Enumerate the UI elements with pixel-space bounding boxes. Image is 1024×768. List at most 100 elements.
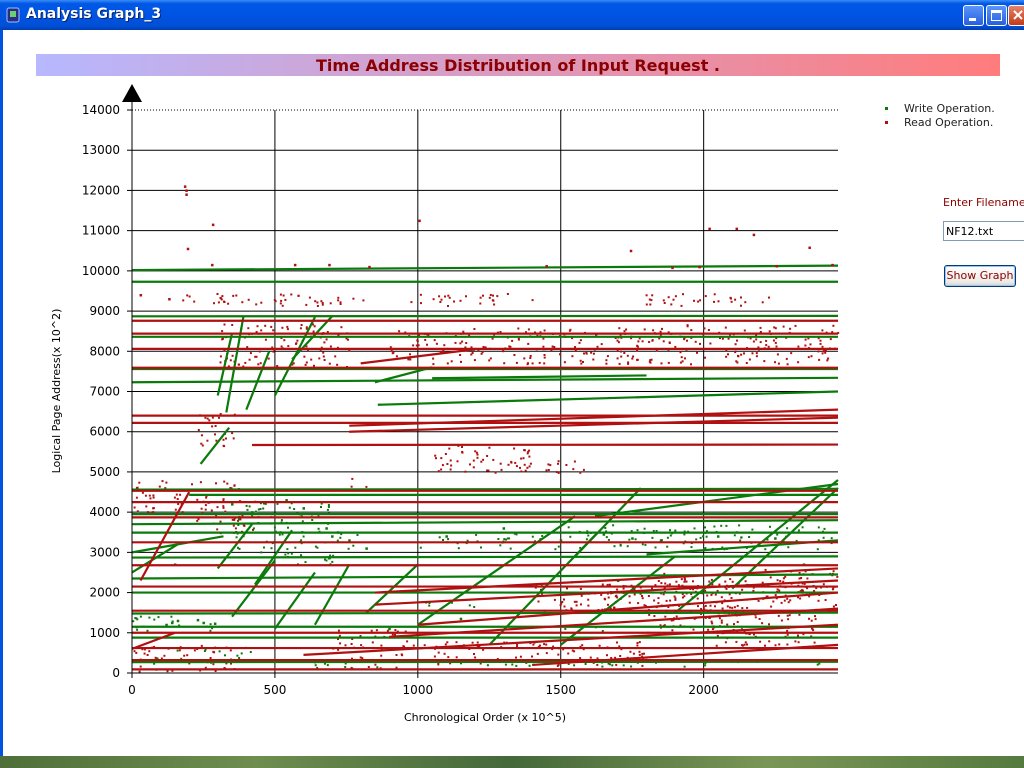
read-cluster-point [367, 666, 370, 668]
write-cluster-point [579, 546, 582, 549]
title-bar[interactable]: Analysis Graph_3 [0, 0, 1024, 30]
read-cluster-point [790, 352, 793, 355]
write-cluster-point [170, 615, 173, 618]
read-cluster-point [743, 643, 746, 646]
read-cluster-point [804, 570, 807, 573]
read-cluster-point [694, 340, 697, 343]
write-cluster-point [611, 664, 614, 667]
read-cluster-point [596, 345, 599, 348]
read-cluster-point [774, 361, 776, 364]
read-cluster-point [797, 596, 799, 599]
read-cluster-point [423, 644, 426, 647]
read-cluster-point [774, 327, 777, 330]
read-cluster-point [213, 651, 216, 654]
read-cluster-point [818, 358, 821, 361]
read-cluster-point [444, 643, 447, 646]
read-cluster-point [757, 599, 760, 602]
read-cluster-point [241, 301, 244, 304]
read-cluster-point [609, 607, 612, 610]
show-graph-button[interactable]: Show Graph [944, 265, 1016, 287]
read-cluster-point [715, 644, 718, 647]
read-cluster-point [173, 496, 176, 499]
read-cluster-point [610, 657, 613, 659]
y-tick-label: 7000 [89, 385, 120, 399]
read-cluster-point [746, 606, 749, 609]
read-cluster-point [450, 360, 453, 363]
read-cluster-point [247, 327, 250, 330]
read-point [185, 189, 188, 192]
read-cluster-point [145, 505, 148, 508]
read-cluster-point [234, 527, 237, 530]
read-cluster-point [613, 606, 615, 609]
read-cluster-point [211, 425, 214, 428]
read-cluster-point [222, 438, 225, 441]
read-cluster-point [744, 580, 747, 583]
write-cluster-point [466, 539, 469, 542]
app-icon [6, 7, 20, 23]
write-cluster-point [326, 664, 329, 667]
read-cluster-point [407, 358, 410, 361]
read-cluster-point [800, 577, 803, 579]
read-cluster-point [673, 595, 676, 598]
maximize-button[interactable] [986, 5, 1007, 26]
read-cluster-point [764, 644, 766, 647]
read-point [831, 263, 834, 267]
read-cluster-point [406, 640, 409, 643]
read-cluster-point [783, 599, 786, 602]
read-cluster-point [374, 663, 377, 666]
read-cluster-point [720, 621, 723, 624]
read-cluster-point [225, 437, 227, 440]
write-cluster-point [324, 558, 326, 561]
read-cluster-point [740, 296, 742, 299]
read-cluster-point [753, 633, 755, 636]
read-cluster-point [777, 362, 780, 365]
read-cluster-point [404, 630, 407, 633]
close-button[interactable] [1008, 5, 1024, 26]
read-cluster-point [389, 346, 392, 349]
read-cluster-point [183, 654, 186, 657]
minimize-button[interactable] [963, 5, 984, 26]
read-cluster-point [641, 595, 643, 597]
read-cluster-point [743, 329, 746, 332]
read-cluster-point [339, 301, 342, 304]
read-cluster-point [249, 352, 252, 355]
write-cluster-point [176, 649, 179, 652]
write-cluster-point [541, 535, 544, 537]
read-cluster-point [751, 352, 754, 355]
read-cluster-point [542, 345, 545, 348]
read-cluster-point [218, 416, 220, 419]
read-cluster-point [573, 600, 576, 603]
read-cluster-point [248, 358, 251, 361]
read-cluster-point [736, 339, 738, 342]
x-axis-label: Chronological Order (x 10^5) [404, 711, 566, 724]
filename-input[interactable] [943, 221, 1024, 241]
read-cluster-point [547, 463, 550, 466]
read-cluster-point [579, 471, 582, 474]
read-cluster-point [197, 429, 200, 431]
write-cluster-point [276, 502, 279, 505]
write-cluster-point [669, 529, 671, 532]
read-cluster-point [492, 458, 495, 461]
write-cluster-point [622, 664, 625, 667]
read-cluster-point [337, 629, 340, 632]
write-cluster-point [376, 666, 379, 669]
read-cluster-point [182, 299, 185, 302]
write-cluster-point [509, 547, 512, 550]
read-cluster-point [438, 295, 441, 298]
read-cluster-point [444, 453, 447, 455]
write-cluster-point [822, 536, 825, 539]
y-tick-label: 4000 [89, 505, 120, 519]
write-cluster-point [515, 664, 518, 667]
write-point [445, 535, 448, 538]
write-cluster-point [704, 526, 706, 529]
read-cluster-point [305, 327, 308, 330]
write-diagonal [216, 332, 234, 396]
read-cluster-point [682, 293, 684, 296]
read-cluster-point [607, 662, 610, 665]
read-cluster-point [772, 600, 775, 603]
read-cluster-point [416, 340, 419, 343]
read-cluster-point [574, 346, 576, 349]
read-cluster-point [283, 339, 286, 342]
filename-label: Enter Filename:- [943, 196, 1024, 209]
write-cluster-point [344, 662, 347, 665]
